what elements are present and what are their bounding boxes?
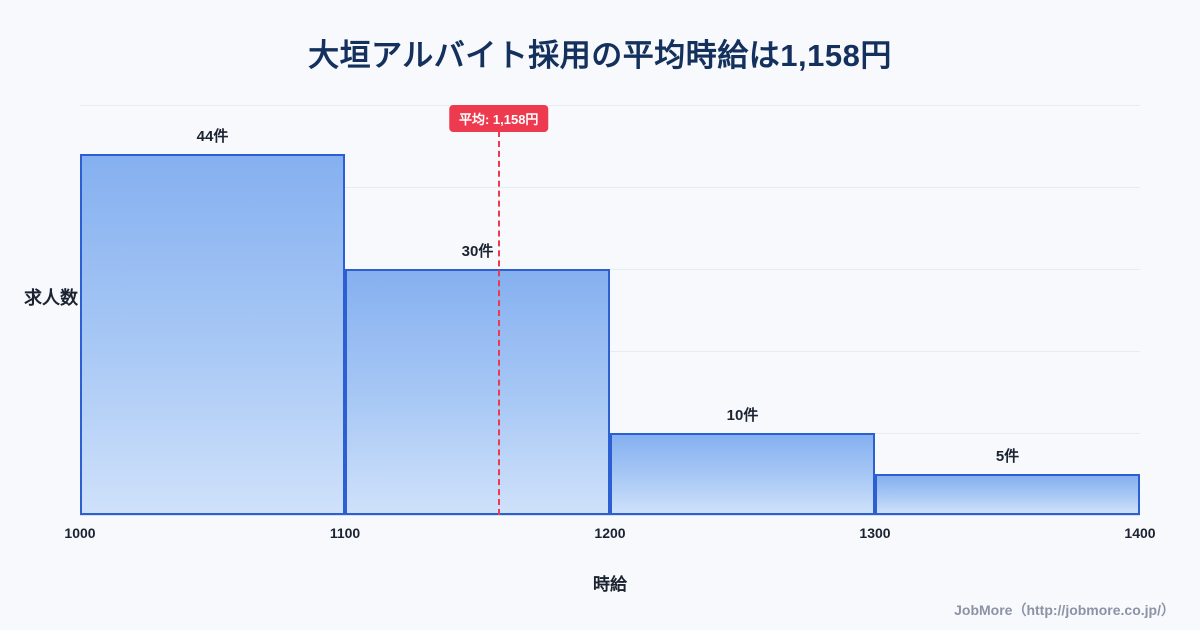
x-tick-1200: 1200 [594, 525, 626, 541]
histogram-bar-1000-1100[interactable] [80, 154, 345, 515]
y-axis-label: 求人数 [24, 288, 78, 308]
bar-value-label: 10件 [726, 407, 759, 424]
x-axis-line [80, 515, 1140, 516]
x-tick-1000: 1000 [64, 525, 96, 541]
histogram-bar-1100-1200[interactable] [345, 269, 610, 515]
average-badge: 平均: 1,158円 [448, 105, 549, 132]
x-axis-ticks: 1000 1100 1200 1300 1400 [64, 525, 1155, 545]
average-line [497, 131, 500, 515]
chart-title: 大垣アルバイト採用の平均時給は1,158円 [308, 38, 892, 73]
bar-value-label: 44件 [196, 128, 229, 146]
x-tick-1100: 1100 [329, 525, 361, 541]
gridline [80, 351, 1140, 352]
footer-credit: JobMore（http://jobmore.co.jp/） [954, 602, 1175, 618]
x-tick-1400: 1400 [1124, 525, 1156, 541]
bar-value-label: 5件 [995, 448, 1020, 465]
gridline [80, 187, 1140, 188]
x-tick-1300: 1300 [859, 525, 891, 541]
histogram-bar-1200-1300[interactable] [610, 433, 875, 515]
plot-area: 平均: 1,158円 44件 30件 10件 5件 [80, 105, 1140, 516]
bar-value-label: 30件 [461, 243, 494, 260]
histogram-bar-1300-1400[interactable] [875, 474, 1140, 515]
x-axis-label: 時給 [593, 575, 627, 594]
gridline [80, 269, 1140, 270]
gridline [80, 105, 1140, 106]
